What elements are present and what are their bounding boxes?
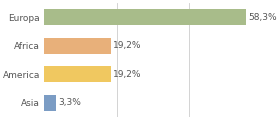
Bar <box>44 66 111 82</box>
Bar <box>44 38 111 54</box>
Text: 19,2%: 19,2% <box>113 41 142 50</box>
Bar <box>44 9 246 25</box>
Bar <box>44 95 56 111</box>
Text: 3,3%: 3,3% <box>59 98 81 107</box>
Text: 19,2%: 19,2% <box>113 70 142 79</box>
Text: 58,3%: 58,3% <box>249 13 277 22</box>
